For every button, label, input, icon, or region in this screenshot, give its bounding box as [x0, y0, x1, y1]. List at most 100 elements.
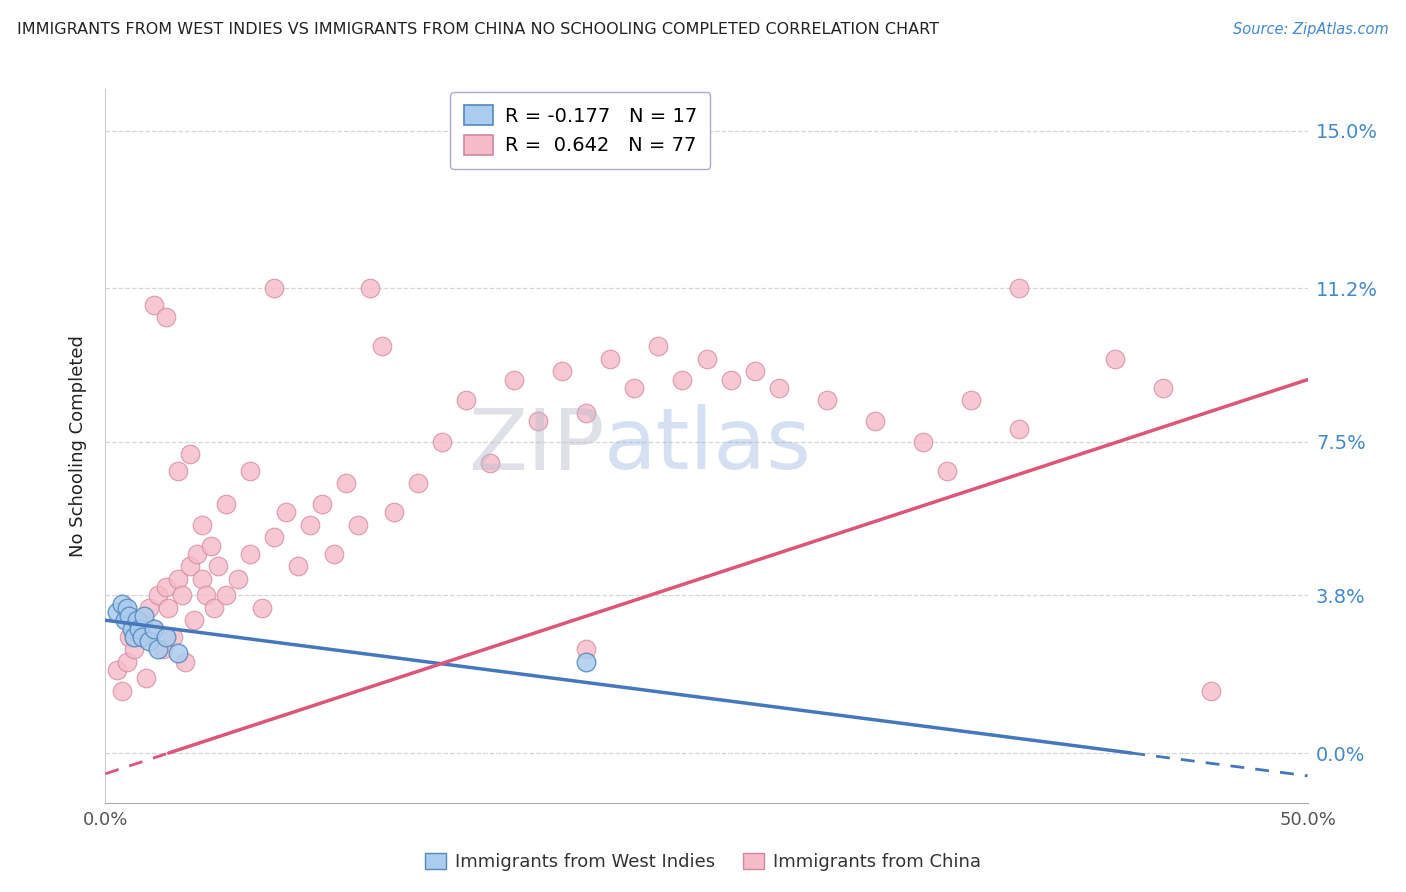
Point [430, 434, 453, 449]
Point [111, 683, 134, 698]
Point [155, 630, 177, 644]
Point [115, 600, 138, 615]
Point [768, 381, 790, 395]
Point [239, 547, 262, 561]
Point [454, 393, 477, 408]
Point [186, 547, 208, 561]
Point [128, 622, 150, 636]
Point [138, 600, 160, 615]
Point [124, 642, 146, 657]
Point [311, 497, 333, 511]
Point [155, 310, 177, 325]
Point [132, 609, 155, 624]
Point [960, 393, 983, 408]
Point [155, 580, 177, 594]
Point [142, 298, 165, 312]
Point [142, 622, 165, 636]
Point [1152, 381, 1174, 395]
Point [107, 663, 129, 677]
Point [359, 281, 381, 295]
Legend: R = -0.177   N = 17, R =  0.642   N = 77: R = -0.177 N = 17, R = 0.642 N = 77 [450, 92, 710, 169]
Point [335, 476, 357, 491]
Point [190, 572, 212, 586]
Point [115, 655, 138, 669]
Point [1008, 422, 1031, 436]
Point [207, 559, 229, 574]
Point [647, 339, 669, 353]
Point [382, 505, 405, 519]
Point [132, 613, 155, 627]
Point [200, 539, 222, 553]
Point [911, 434, 934, 449]
Point [121, 622, 143, 636]
Point [479, 456, 502, 470]
Point [322, 547, 344, 561]
Point [202, 600, 225, 615]
Point [125, 613, 148, 627]
Point [226, 572, 249, 586]
Point [172, 588, 194, 602]
Point [575, 406, 598, 420]
Point [214, 588, 236, 602]
Point [720, 373, 742, 387]
Point [371, 339, 394, 353]
Point [623, 381, 645, 395]
Point [406, 476, 429, 491]
Point [173, 655, 195, 669]
Y-axis label: No Schooling Completed: No Schooling Completed [69, 335, 87, 557]
Point [263, 281, 285, 295]
Point [815, 393, 838, 408]
Point [575, 655, 598, 669]
Point [131, 630, 153, 644]
Point [936, 464, 959, 478]
Point [114, 613, 136, 627]
Point [152, 642, 174, 657]
Point [551, 364, 574, 378]
Point [179, 559, 201, 574]
Point [142, 622, 165, 636]
Point [696, 351, 718, 366]
Point [166, 572, 188, 586]
Point [250, 600, 273, 615]
Point [287, 559, 309, 574]
Point [125, 622, 148, 636]
Point [107, 605, 129, 619]
Point [1008, 281, 1031, 295]
Point [503, 373, 526, 387]
Text: Source: ZipAtlas.com: Source: ZipAtlas.com [1233, 22, 1389, 37]
Point [214, 497, 236, 511]
Point [166, 647, 188, 661]
Point [162, 630, 184, 644]
Point [138, 634, 160, 648]
Point [156, 600, 179, 615]
Point [131, 630, 153, 644]
Point [190, 517, 212, 532]
Point [1201, 683, 1223, 698]
Point [148, 642, 170, 657]
Point [863, 414, 886, 428]
Point [263, 530, 285, 544]
Point [111, 597, 134, 611]
Text: IMMIGRANTS FROM WEST INDIES VS IMMIGRANTS FROM CHINA NO SCHOOLING COMPLETED CORR: IMMIGRANTS FROM WEST INDIES VS IMMIGRANT… [17, 22, 939, 37]
Point [527, 414, 550, 428]
Point [239, 464, 262, 478]
Point [671, 373, 693, 387]
Text: ZIP: ZIP [468, 404, 605, 488]
Point [118, 609, 141, 624]
Text: atlas: atlas [605, 404, 813, 488]
Point [599, 351, 621, 366]
Point [575, 642, 598, 657]
Point [148, 588, 170, 602]
Point [274, 505, 297, 519]
Point [135, 671, 157, 685]
Point [118, 630, 141, 644]
Point [347, 517, 370, 532]
Point [744, 364, 766, 378]
Point [1104, 351, 1126, 366]
Point [298, 517, 321, 532]
Point [124, 630, 146, 644]
Legend: Immigrants from West Indies, Immigrants from China: Immigrants from West Indies, Immigrants … [418, 846, 988, 879]
Point [179, 447, 201, 461]
Point [183, 613, 205, 627]
Point [195, 588, 218, 602]
